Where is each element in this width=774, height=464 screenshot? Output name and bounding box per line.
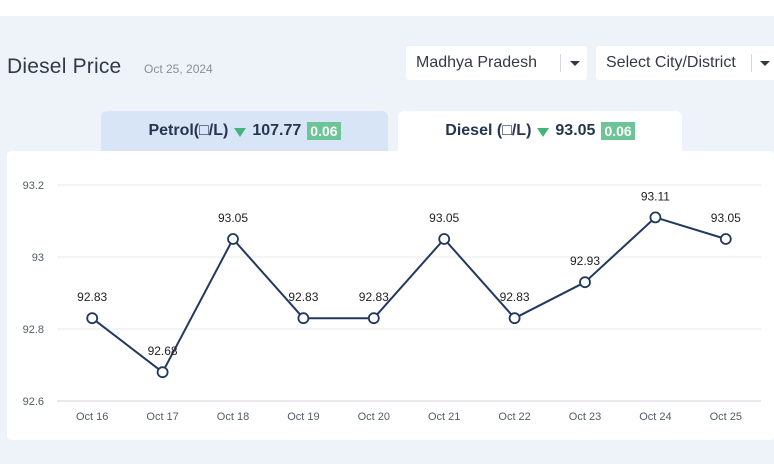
x-tick-label: Oct 21 xyxy=(428,411,460,423)
dropdown-separator xyxy=(751,54,752,72)
data-point xyxy=(508,312,521,325)
y-tick-label: 93.2 xyxy=(23,180,44,192)
data-point xyxy=(579,276,591,289)
x-tick-label: Oct 23 xyxy=(569,411,601,423)
x-tick-label: Oct 16 xyxy=(76,411,108,423)
x-tick-label: Oct 18 xyxy=(217,411,249,423)
data-label: 92.83 xyxy=(500,290,530,304)
data-label: 92.68 xyxy=(148,344,178,358)
data-point xyxy=(297,312,310,325)
top-bar xyxy=(0,0,774,16)
data-label: 92.83 xyxy=(288,290,318,304)
chevron-down-icon[interactable] xyxy=(760,61,770,66)
x-tick-label: Oct 25 xyxy=(710,411,742,423)
x-tick-label: Oct 19 xyxy=(287,411,319,423)
tab-diesel[interactable]: Diesel (□/L) 93.05 0.06 xyxy=(398,111,682,151)
tab-petrol-change-badge: 0.06 xyxy=(307,122,341,140)
data-label: 92.93 xyxy=(570,254,600,268)
tab-petrol-price: 107.77 xyxy=(252,122,302,139)
tab-petrol-label: Petrol(□/L) xyxy=(148,122,229,139)
y-tick-label: 92.8 xyxy=(23,324,44,336)
dropdown-separator xyxy=(560,54,561,72)
data-label: 93.05 xyxy=(429,211,459,225)
data-label: 92.83 xyxy=(359,290,389,304)
price-date: Oct 25, 2024 xyxy=(144,62,213,76)
tab-diesel-label: Diesel (□/L) xyxy=(445,122,532,139)
data-point xyxy=(367,312,380,325)
tab-petrol[interactable]: Petrol(□/L) 107.77 0.06 xyxy=(101,111,388,151)
x-tick-label: Oct 22 xyxy=(498,411,530,423)
data-point xyxy=(719,233,732,245)
price-chart-card: 92.6 92.8 93 93.2 Oct 16 Oct 17 Oct 18 Oct 19 Oc… xyxy=(7,151,774,440)
chevron-down-icon[interactable] xyxy=(570,61,580,66)
data-point xyxy=(438,233,451,245)
series-line xyxy=(91,216,727,374)
x-tick-label: Oct 24 xyxy=(639,411,671,423)
tab-diesel-change-badge: 0.06 xyxy=(601,122,635,140)
page-title: Diesel Price xyxy=(7,55,122,78)
city-dropdown-label: Select City/District xyxy=(606,54,736,71)
state-dropdown[interactable]: Madhya Pradesh xyxy=(406,46,587,80)
data-point xyxy=(649,211,662,224)
x-tick-label: Oct 20 xyxy=(358,411,390,423)
data-point xyxy=(156,366,169,379)
data-point xyxy=(86,312,99,325)
city-dropdown[interactable]: Select City/District xyxy=(596,46,774,80)
price-line-chart: 92.6 92.8 93 93.2 Oct 16 Oct 17 Oct 18 Oct 19 Oc… xyxy=(23,180,761,423)
data-label: 92.83 xyxy=(77,290,107,304)
data-label: 93.05 xyxy=(711,211,741,225)
x-tick-label: Oct 17 xyxy=(146,411,178,423)
trend-down-icon xyxy=(537,127,550,137)
data-label: 93.05 xyxy=(218,211,248,225)
state-dropdown-label: Madhya Pradesh xyxy=(416,54,537,71)
trend-down-icon xyxy=(234,127,247,137)
tab-diesel-price: 93.05 xyxy=(555,122,596,139)
y-tick-label: 93 xyxy=(32,252,44,264)
y-tick-label: 92.6 xyxy=(23,396,44,408)
data-label: 93.11 xyxy=(641,189,670,203)
data-point xyxy=(227,233,239,245)
